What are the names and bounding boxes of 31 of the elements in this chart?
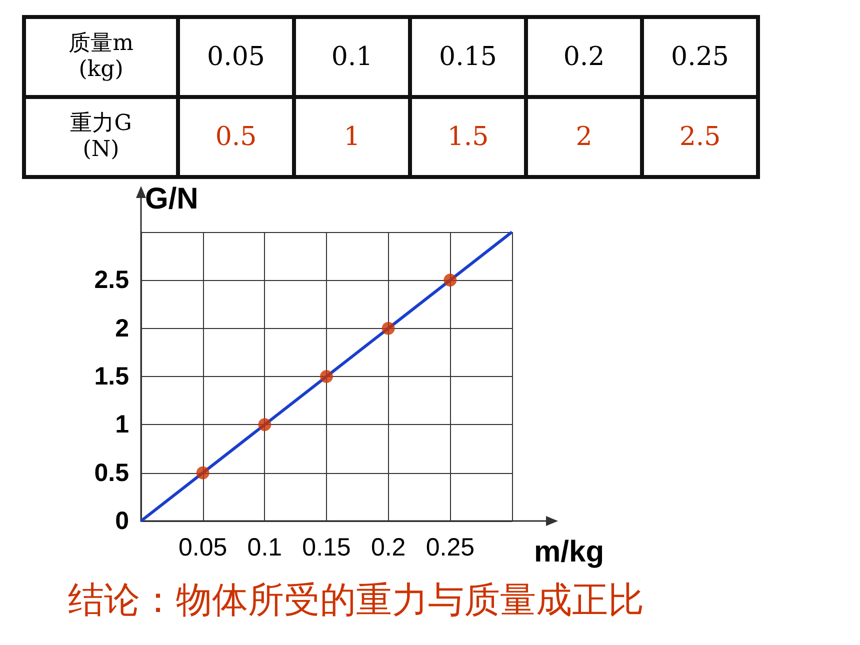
text: 质量m (kg) — [24, 17, 178, 97]
text: 0.05 — [178, 17, 294, 97]
y-tick-label: 1 — [115, 410, 130, 439]
text: 1 — [294, 97, 410, 177]
text: 0.1 — [294, 17, 410, 97]
y-tick-label: 0 — [115, 507, 129, 535]
point — [258, 418, 272, 432]
point — [382, 322, 395, 335]
x-tick-label: 0.2 — [370, 534, 406, 562]
point — [196, 466, 210, 480]
x-tick-label: 0.1 — [247, 534, 282, 562]
x-axis-title: m/kg — [534, 536, 604, 568]
point — [320, 370, 333, 383]
y-axis-title: G/N — [145, 182, 198, 216]
x-tick-label: 0.05 — [178, 534, 228, 562]
y-tick-label: 0.5 — [94, 458, 130, 487]
text: 重力G (N) — [24, 97, 178, 177]
text: 0.25 — [642, 17, 758, 97]
y-tick-label: 2.5 — [94, 266, 130, 294]
x-tick-label: 0.25 — [426, 534, 475, 562]
point — [444, 274, 457, 287]
text: 2.5 — [642, 97, 758, 177]
text: 结论：物体所受的重力与质量成正比 — [68, 579, 644, 623]
text: 2 — [526, 97, 642, 177]
y-tick-label: 1.5 — [94, 362, 130, 390]
text: 0.2 — [526, 17, 642, 97]
text: 0.15 — [410, 17, 526, 97]
text: 0.5 — [178, 97, 294, 177]
text: 1.5 — [410, 97, 526, 177]
x-tick-label: 0.15 — [302, 534, 351, 562]
y-tick-label: 2 — [115, 314, 129, 342]
